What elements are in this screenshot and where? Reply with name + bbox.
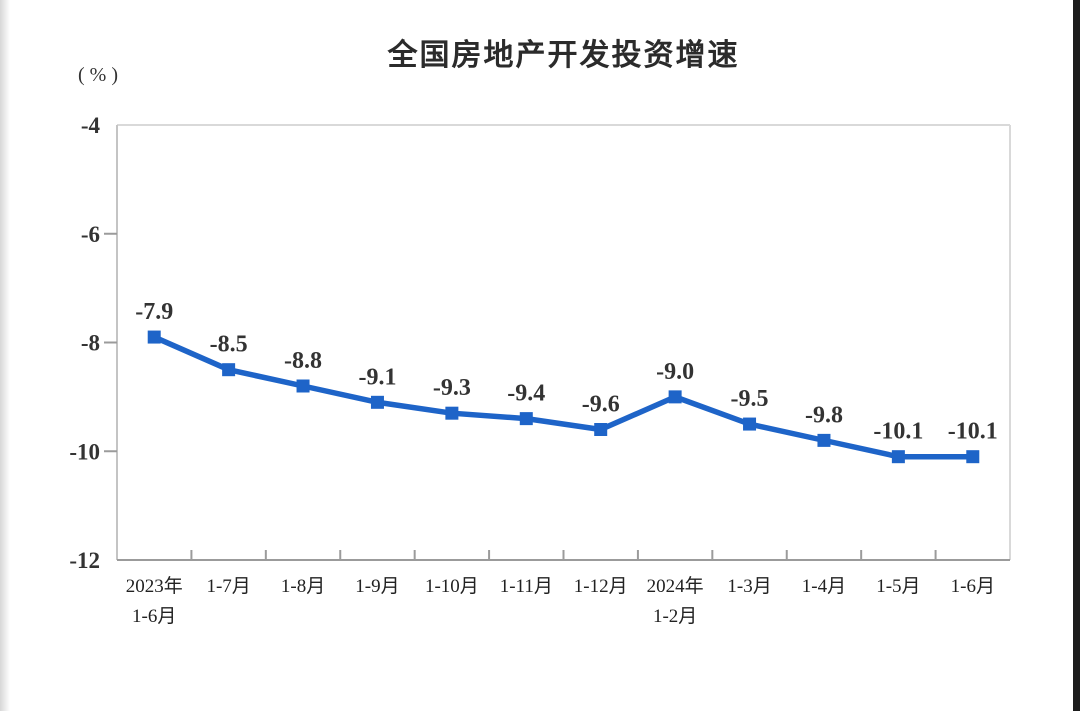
data-point-label: -10.1 — [948, 419, 998, 445]
y-axis-unit-label: (%) — [78, 64, 123, 86]
data-point-marker — [743, 417, 757, 431]
data-point-marker — [296, 379, 310, 393]
x-category-label: 2024年 — [647, 575, 704, 597]
x-category-label: 2023年 — [126, 575, 183, 597]
data-point-marker — [519, 412, 533, 426]
data-point-label: -9.8 — [805, 402, 843, 428]
data-point-label: -7.9 — [135, 299, 173, 325]
data-point-label: -9.1 — [358, 364, 396, 390]
data-point-marker — [370, 395, 384, 409]
x-category-label: 1-3月 — [727, 576, 771, 597]
x-category-label: 1-10月 — [425, 576, 479, 597]
y-tick-label: -6 — [81, 222, 100, 247]
x-category-label: 1-11月 — [500, 576, 553, 597]
data-point-marker — [891, 450, 905, 464]
x-category-label: 1-12月 — [574, 576, 628, 597]
data-point-label: -10.1 — [873, 419, 923, 445]
x-category-label: 1-6月 — [132, 606, 176, 627]
x-category-label: 1-7月 — [206, 576, 250, 597]
data-point-label: -8.8 — [284, 348, 322, 374]
page-left-edge-shade — [0, 0, 10, 711]
x-category-label: 1-6月 — [951, 576, 995, 597]
series-line — [151, 334, 976, 460]
data-point-marker — [668, 390, 682, 404]
data-point-label: -8.5 — [210, 332, 248, 358]
x-category-label: 1-8月 — [281, 576, 325, 597]
data-point-marker — [147, 330, 161, 344]
data-point-marker — [222, 363, 236, 377]
x-category-label: 1-5月 — [876, 576, 920, 597]
data-point-label: -9.4 — [507, 381, 545, 407]
x-category-label: 1-9月 — [355, 576, 399, 597]
x-category-label: 1-2月 — [653, 606, 697, 627]
data-point-marker — [966, 450, 980, 464]
x-category-label: 1-4月 — [802, 576, 846, 597]
data-point-label: -9.6 — [582, 392, 620, 418]
chart-title: 全国房地产开发投资增速 — [387, 39, 740, 72]
data-point-label: -9.5 — [731, 386, 769, 412]
y-tick-label: -10 — [69, 439, 100, 464]
y-tick-label: -12 — [69, 548, 100, 573]
data-point-label: -9.3 — [433, 375, 471, 401]
page-right-edge-line — [1073, 0, 1080, 711]
data-point-marker — [445, 406, 459, 420]
data-point-marker — [817, 433, 831, 447]
y-tick-label: -8 — [81, 331, 100, 356]
data-point-label: -9.0 — [656, 359, 694, 385]
y-tick-label: -4 — [81, 113, 101, 138]
data-point-marker — [594, 423, 608, 436]
